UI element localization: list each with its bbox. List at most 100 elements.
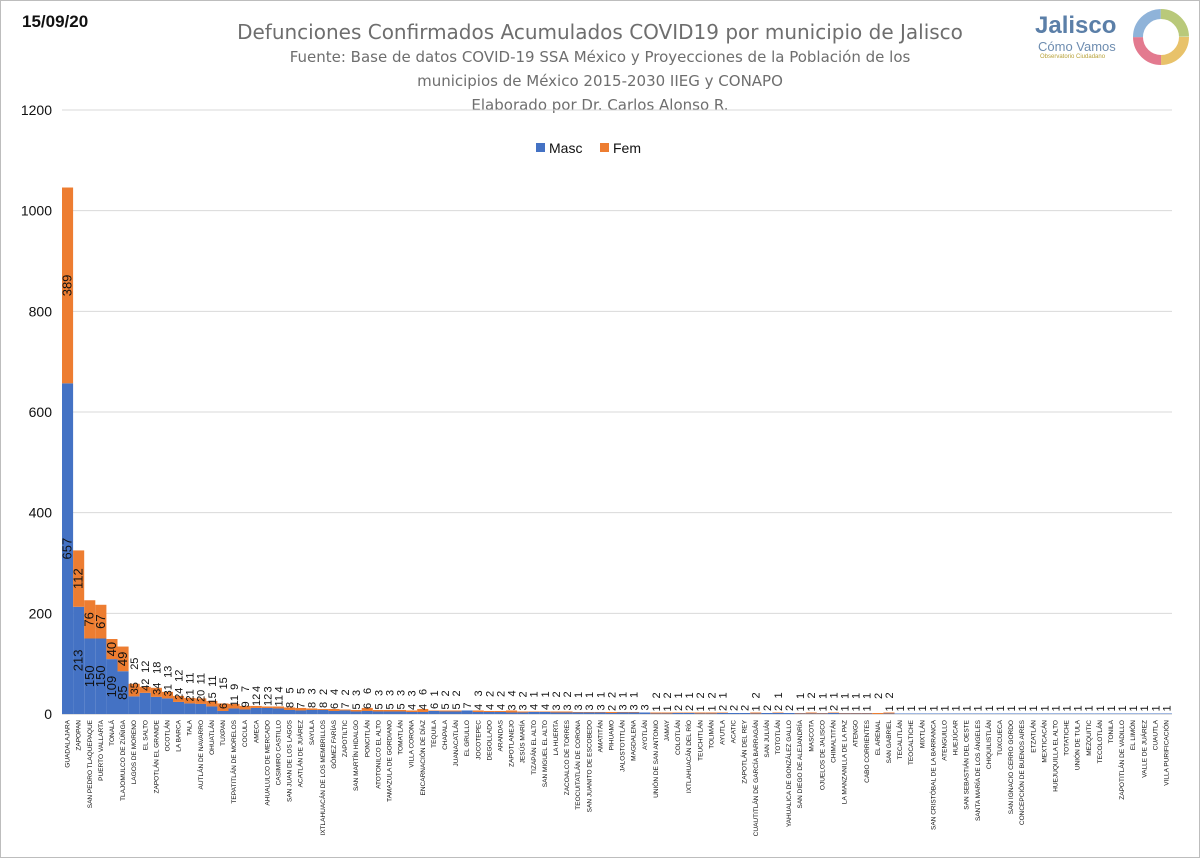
legend-label: Fem — [613, 140, 641, 156]
bar-masc — [916, 713, 928, 714]
data-label-masc: 2 — [784, 705, 796, 711]
bar-fem — [561, 711, 573, 713]
bar-masc — [117, 671, 129, 714]
x-tick-label: PIHUAMO — [608, 720, 615, 750]
bar-fem — [150, 687, 162, 697]
x-tick-label: ACATLÁN DE JUÁREZ — [296, 720, 305, 787]
bar-fem — [350, 709, 362, 712]
data-label-fem: 1 — [840, 693, 852, 699]
bar-masc — [461, 710, 473, 714]
bar-masc — [705, 713, 717, 714]
data-label-masc: 1 — [984, 705, 996, 711]
bar-fem — [528, 711, 540, 712]
data-label-fem: 2 — [695, 692, 707, 698]
bar-masc — [761, 712, 773, 714]
x-tick-label: MEZQUITIC — [1086, 720, 1093, 756]
bar-masc — [417, 711, 429, 714]
bar-masc — [284, 709, 296, 714]
x-tick-label: TONALÁ — [107, 719, 116, 746]
bar-fem — [95, 604, 107, 639]
bar-masc — [1105, 713, 1117, 714]
bar-masc — [839, 713, 851, 714]
x-tick-label: TEOCALTICHE — [908, 719, 915, 765]
x-tick-label: COLOTLÁN — [673, 720, 682, 755]
data-label-masc: 3 — [562, 704, 574, 710]
data-label-fem: 1 — [618, 692, 630, 698]
bar-masc — [173, 701, 185, 714]
bar-masc — [306, 709, 318, 714]
x-tick-label: TEPATITLÁN DE MORELOS — [229, 719, 238, 803]
data-label-fem: 1 — [817, 693, 829, 699]
x-tick-label: VALLE DE JUÁREZ — [1139, 720, 1148, 778]
data-label-masc: 213 — [71, 650, 86, 672]
bar-masc — [1127, 713, 1139, 714]
x-tick-label: TEOCUITATLÁN DE CORONA — [573, 719, 582, 809]
bar-masc — [1005, 713, 1017, 714]
bar-masc — [95, 638, 107, 714]
data-label-masc: 12 — [251, 694, 263, 706]
bar-masc — [517, 712, 529, 714]
bar-masc — [628, 712, 640, 714]
x-tick-label: ATENGO — [853, 720, 860, 747]
bar-masc — [672, 712, 684, 714]
x-tick-label: HUEJÚCAR — [951, 720, 960, 756]
bar-masc — [62, 383, 74, 714]
x-tick-label: IXTLAHUACÁN DEL RÍO — [684, 720, 693, 793]
bar-masc — [239, 709, 251, 714]
data-label-masc: 8 — [318, 702, 330, 708]
data-label-fem: 11 — [185, 672, 197, 683]
bar-fem — [372, 709, 384, 712]
data-label-fem: 18 — [151, 662, 163, 674]
data-label-fem: 9 — [229, 684, 241, 690]
bar-fem — [517, 711, 529, 713]
data-label-fem: 3 — [307, 688, 319, 694]
y-tick-label: 600 — [29, 404, 53, 420]
bar-fem — [550, 711, 562, 713]
data-label-masc: 3 — [629, 704, 641, 710]
x-tick-label: OJUELOS DE JALISCO — [819, 720, 826, 790]
data-label-masc: 1 — [751, 705, 763, 711]
x-tick-label: CHIMALTITÁN — [828, 720, 837, 763]
bar-masc — [339, 710, 351, 714]
data-label-masc: 2 — [773, 705, 785, 711]
x-tick-label: SAN JUANITO DE ESCOBEDO — [586, 720, 593, 812]
bar-fem — [406, 710, 418, 712]
data-label-masc: 6 — [218, 703, 230, 709]
data-label-masc: 1 — [939, 705, 951, 711]
data-label-masc: 8 — [307, 702, 319, 708]
bar-fem — [839, 712, 851, 714]
data-label-masc: 1 — [1006, 705, 1018, 711]
x-tick-label: PONCITLÁN — [362, 720, 371, 758]
data-label-masc: 4 — [418, 704, 430, 710]
bar-masc — [372, 711, 384, 714]
bar-fem — [794, 712, 806, 714]
bar-fem — [161, 691, 173, 699]
bar-fem — [106, 639, 118, 660]
data-label-fem: 12 — [140, 661, 152, 673]
data-label-masc: 1 — [851, 705, 863, 711]
bar-masc — [883, 713, 895, 714]
x-tick-label: JESÚS MARÍA — [518, 719, 527, 763]
bar-fem — [239, 705, 251, 710]
bar-masc — [572, 712, 584, 714]
x-tick-label: ZAPOTLANEJO — [509, 720, 516, 767]
data-label-fem: 1 — [673, 692, 685, 698]
data-label-fem: 1 — [828, 692, 840, 698]
data-label-fem: 1 — [851, 693, 863, 699]
data-label-fem: 112 — [71, 568, 86, 589]
data-label-fem: 3 — [384, 690, 396, 696]
data-label-masc: 5 — [373, 703, 385, 709]
data-label-masc: 35 — [129, 682, 141, 694]
data-label-masc: 1 — [917, 705, 929, 711]
chart-subtitle-line-2: municipios de México 2015-2030 IIEG y CO… — [417, 72, 783, 90]
bar-fem — [661, 712, 673, 714]
bar-masc — [84, 638, 96, 714]
data-label-fem: 25 — [129, 658, 141, 670]
data-label-fem: 4 — [251, 686, 263, 692]
x-tick-label: ACATIC — [731, 720, 738, 744]
bar-masc — [794, 713, 806, 714]
bar-fem — [73, 550, 85, 607]
bar-fem — [816, 712, 828, 714]
data-label-masc: 11 — [273, 695, 285, 706]
